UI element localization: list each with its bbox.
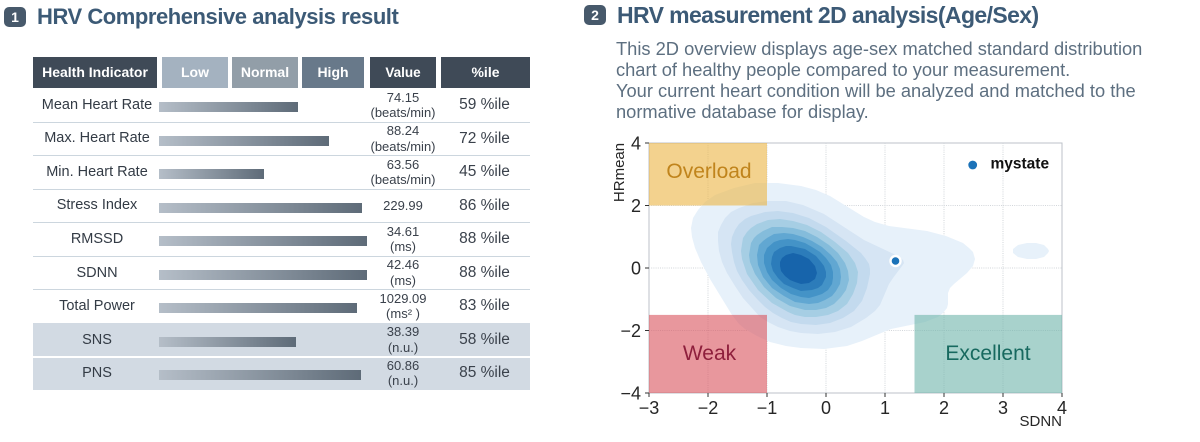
- svg-text:0: 0: [821, 398, 831, 418]
- svg-text:−1: −1: [757, 398, 778, 418]
- svg-text:Excellent: Excellent: [945, 342, 1030, 365]
- svg-text:2: 2: [631, 196, 641, 216]
- svg-text:−3: −3: [639, 398, 660, 418]
- svg-text:Weak: Weak: [683, 342, 737, 365]
- svg-text:4: 4: [1057, 398, 1067, 418]
- svg-text:1: 1: [880, 398, 890, 418]
- svg-text:mystate: mystate: [991, 156, 1050, 173]
- svg-text:Overload: Overload: [666, 160, 751, 183]
- svg-text:4: 4: [631, 134, 641, 154]
- svg-text:−4: −4: [620, 384, 641, 404]
- svg-text:2: 2: [939, 398, 949, 418]
- svg-text:SDNN: SDNN: [1019, 413, 1062, 430]
- svg-text:−2: −2: [698, 398, 719, 418]
- svg-text:0: 0: [631, 259, 641, 279]
- svg-text:HRmean: HRmean: [611, 143, 628, 202]
- svg-text:−2: −2: [620, 321, 641, 341]
- svg-text:3: 3: [998, 398, 1008, 418]
